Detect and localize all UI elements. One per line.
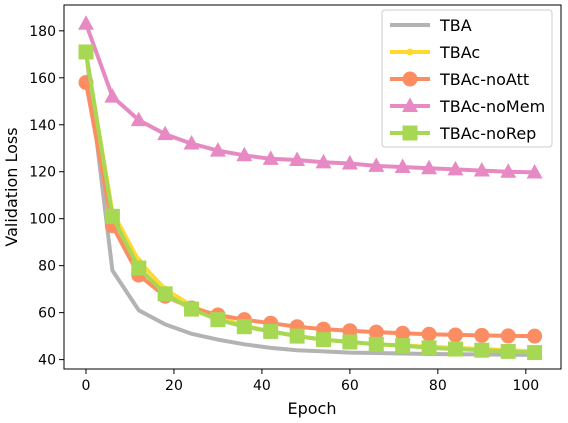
legend: TBA TBAc TBAc-noAtt TBAc-noMem TBAc-noRep <box>381 9 553 148</box>
data-point-tbac-noatt <box>474 327 490 343</box>
data-point-tbac-noatt <box>421 326 437 342</box>
x-tick-label: 20 <box>165 378 183 394</box>
legend-box <box>381 9 553 148</box>
data-point-tbac-nomem <box>315 153 332 169</box>
data-point-tbac-norep <box>421 340 437 356</box>
y-tick-label: 40 <box>38 353 56 369</box>
data-point-tbac-norep <box>474 342 490 358</box>
data-point-tbac-nomem <box>421 159 438 175</box>
x-tick-label: 40 <box>253 378 271 394</box>
y-tick-label: 80 <box>38 259 56 275</box>
y-tick-label: 100 <box>29 212 56 228</box>
x-axis: 0 20 40 60 80 100 <box>82 369 539 394</box>
y-tick-label: 180 <box>29 24 56 40</box>
y-tick-label: 120 <box>29 165 56 181</box>
x-tick-label: 0 <box>82 378 91 394</box>
series-tbac-norep <box>78 44 543 361</box>
data-point-tbac-nomem <box>473 162 490 177</box>
data-point-tbac-norep <box>104 208 120 224</box>
y-axis: 40 60 80 100 120 140 160 180 <box>29 24 64 369</box>
x-tick-label: 100 <box>512 378 539 394</box>
legend-item-tbac: TBAc <box>390 43 480 62</box>
data-point-tbac-norep <box>210 312 226 328</box>
data-point-tbac-noatt <box>527 328 543 344</box>
plot-frame <box>63 4 562 370</box>
legend-item-tbac-noatt: TBAc-noAtt <box>390 70 529 89</box>
data-point-tbac-norep <box>263 323 279 339</box>
data-point-tbac-nomem <box>289 151 306 166</box>
legend-item-tbac-norep: TBAc-noRep <box>390 124 536 143</box>
data-point-tbac-norep <box>289 328 305 344</box>
legend-label: TBA <box>439 16 472 35</box>
data-point-tbac-nomem <box>368 157 385 172</box>
legend-item-tba: TBA <box>390 16 472 35</box>
data-point-tbac-norep <box>157 286 173 302</box>
data-point-tbac-nomem <box>209 142 226 157</box>
legend-marker <box>406 48 414 56</box>
data-point-tbac-norep <box>395 338 411 354</box>
y-tick-label: 60 <box>38 306 56 322</box>
legend-label: TBAc-noAtt <box>439 70 529 89</box>
legend-item-tbac-nomem: TBAc-noMem <box>390 97 545 116</box>
data-point-tbac-norep <box>447 341 463 357</box>
y-tick-label: 140 <box>29 118 56 134</box>
legend-label: TBAc-noMem <box>439 97 545 116</box>
data-point-tbac-noatt <box>395 325 411 341</box>
legend-marker <box>402 71 418 87</box>
series-layer <box>77 15 543 361</box>
data-point-tbac-noatt <box>368 324 384 340</box>
data-point-tbac-noatt <box>342 323 358 339</box>
y-axis-title: Validation Loss <box>2 127 21 246</box>
x-tick-label: 80 <box>429 378 447 394</box>
data-point-tbac-norep <box>78 44 94 60</box>
data-point-tbac-nomem <box>447 160 464 176</box>
legend-marker <box>402 125 418 141</box>
data-point-tbac-nomem <box>526 163 543 179</box>
data-point-tbac-noatt <box>447 327 463 343</box>
legend-label: TBAc-noRep <box>439 124 536 143</box>
series-tbac-nomem <box>77 15 543 179</box>
data-point-tbac-nomem <box>262 150 279 165</box>
x-tick-label: 60 <box>341 378 359 394</box>
data-point-tbac-norep <box>527 345 543 361</box>
data-point-tbac-norep <box>315 332 331 348</box>
data-point-tbac-nomem <box>183 135 200 150</box>
y-tick-label: 160 <box>29 71 56 87</box>
legend-label: TBAc <box>439 43 480 62</box>
data-point-tbac-nomem <box>341 155 358 170</box>
data-point-tbac-norep <box>184 301 200 317</box>
data-point-tbac-nomem <box>394 158 411 174</box>
data-point-tbac-norep <box>131 260 147 276</box>
data-point-tbac-nomem <box>236 146 253 162</box>
legend-marker <box>402 97 418 112</box>
data-point-tbac-norep <box>342 334 358 350</box>
data-point-tbac-norep <box>500 343 516 359</box>
data-point-tbac-nomem <box>104 88 121 103</box>
data-point-tbac-norep <box>236 319 252 335</box>
data-point-tbac-nomem <box>157 125 174 141</box>
data-point-tbac-nomem <box>77 15 94 30</box>
data-point-tbac-norep <box>368 336 384 352</box>
data-point-tbac-nomem <box>500 163 517 178</box>
data-point-tbac-nomem <box>130 111 147 127</box>
x-axis-title: Epoch <box>288 399 337 418</box>
data-point-tbac-noatt <box>500 328 516 344</box>
